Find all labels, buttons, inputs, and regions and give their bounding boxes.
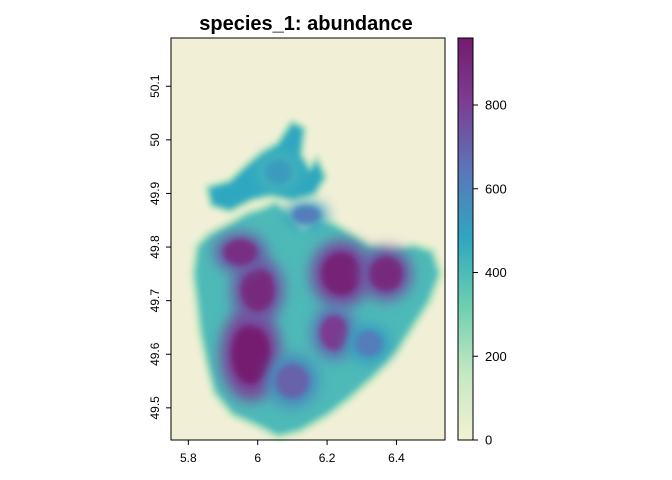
colorbar-tick-label: 0 — [485, 433, 492, 448]
raster-map — [171, 38, 445, 440]
hotspot — [292, 206, 321, 224]
hotspot — [321, 252, 361, 296]
y-tick-label: 49.9 — [148, 181, 162, 205]
y-tick-label: 49.8 — [148, 235, 162, 259]
y-tick-label: 49.5 — [148, 396, 162, 420]
x-tick-label: 5.8 — [180, 451, 197, 465]
hotspot — [320, 315, 348, 350]
y-tick-label: 50.1 — [148, 74, 162, 98]
hotspot — [231, 324, 271, 385]
x-tick-label: 6.2 — [319, 451, 336, 465]
hotspot — [369, 256, 403, 291]
plot-frame — [170, 37, 446, 441]
chart-title: species_1: abundance — [199, 13, 412, 35]
hotspots — [214, 151, 413, 408]
hotspot — [223, 239, 258, 266]
colorbar-tick-label: 400 — [485, 265, 507, 280]
colorbar-tick-label: 800 — [485, 98, 507, 113]
hotspot — [241, 268, 275, 312]
colorbar-ramp — [457, 37, 474, 441]
x-tick-label: 6 — [254, 451, 261, 465]
hotspot — [354, 330, 383, 357]
axes: 5.8 6 6.2 6.4 49.5 49.6 49.7 49.8 49.9 50 50.1 — [148, 37, 446, 465]
colorbar-legend: 0 200 400 600 800 — [457, 37, 507, 448]
y-tick-label: 49.6 — [148, 342, 162, 366]
hotspot — [264, 159, 293, 185]
y-tick-label: 49.7 — [148, 289, 162, 313]
colorbar-tick-label: 200 — [485, 349, 507, 364]
colorbar-tick-label: 600 — [485, 181, 507, 196]
x-tick-label: 6.4 — [388, 451, 405, 465]
hotspot — [275, 363, 310, 399]
y-tick-label: 50 — [148, 133, 162, 147]
